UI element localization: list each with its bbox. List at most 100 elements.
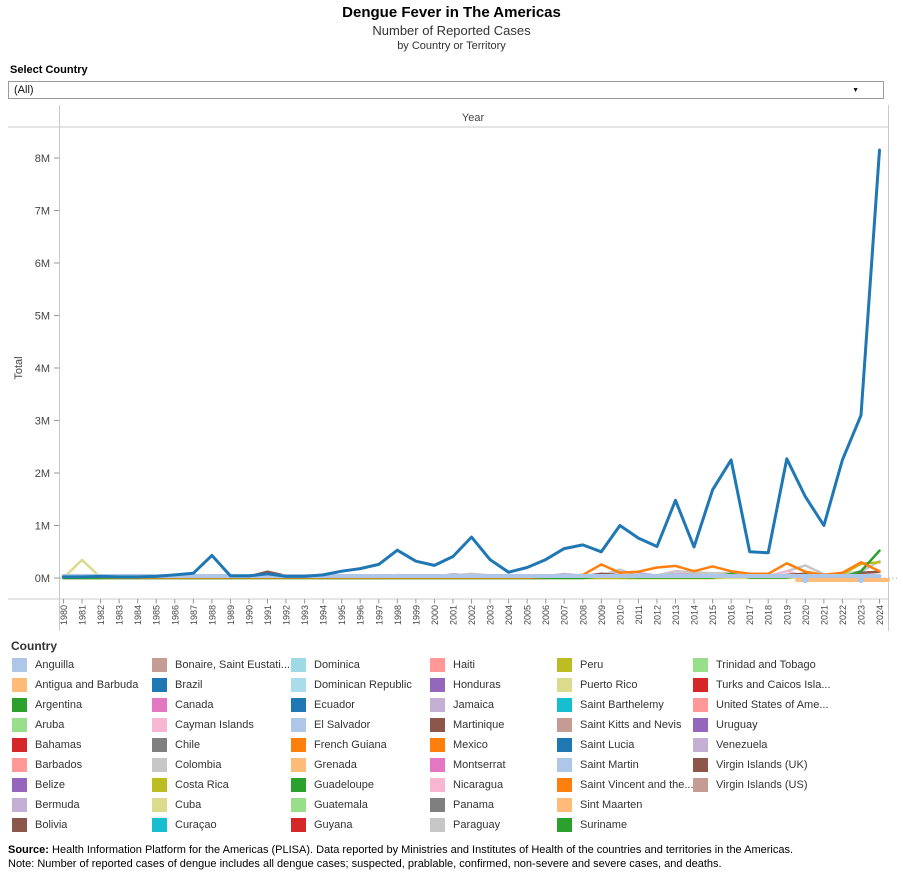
legend-item-peru[interactable]: Peru [557,655,694,675]
legend-item-antigua-and-barbuda[interactable]: Antigua and Barbuda [12,675,138,695]
legend-label: Bonaire, Saint Eustati... [175,659,290,671]
legend-swatch-icon [291,758,306,772]
x-tick-label: 2001 [448,605,458,625]
legend-item-montserrat[interactable]: Montserrat [430,755,506,775]
legend-item-turks-and-caicos-isla[interactable]: Turks and Caicos Isla... [693,675,831,695]
legend-item-jamaica[interactable]: Jamaica [430,695,506,715]
legend-label: Uruguay [716,719,758,731]
legend-item-argentina[interactable]: Argentina [12,695,138,715]
legend-label: Cayman Islands [175,719,254,731]
legend-column-6: Trinidad and Tobago Turks and Caicos Isla… [693,655,831,795]
page-title: Dengue Fever in The Americas [342,4,561,21]
legend-swatch-icon [557,818,572,832]
source-text: Health Information Platform for the Amer… [48,844,794,856]
legend-item-guatemala[interactable]: Guatemala [291,795,412,815]
legend-label: Bahamas [35,739,82,751]
legend-item-paraguay[interactable]: Paraguay [430,815,506,835]
legend-item-sint-maarten[interactable]: Sint Maarten [557,795,694,815]
legend-item-guyana[interactable]: Guyana [291,815,412,835]
legend-item-trinidad-and-tobago[interactable]: Trinidad and Tobago [693,655,831,675]
zero-marker-2023[interactable] [857,576,865,583]
legend-item-cayman-islands[interactable]: Cayman Islands [152,715,290,735]
legend-swatch-icon [557,698,572,712]
header: Dengue Fever in The Americas Number of R… [0,4,903,53]
x-tick-label: 1999 [411,605,421,625]
legend-item-chile[interactable]: Chile [152,735,290,755]
legend-swatch-icon [12,778,27,792]
legend-item-panama[interactable]: Panama [430,795,506,815]
legend-item-martinique[interactable]: Martinique [430,715,506,735]
legend-item-el-salvador[interactable]: El Salvador [291,715,412,735]
legend-label: Dominican Republic [314,679,412,691]
legend-item-virgin-islands-us[interactable]: Virgin Islands (US) [693,775,831,795]
legend-item-costa-rica[interactable]: Costa Rica [152,775,290,795]
dengue-line-chart: Year Total 0M 1M 2M 3M 4M 5M 6M 7M 8M 1980 1981 1982 1… [8,105,897,631]
legend-item-haiti[interactable]: Haiti [430,655,506,675]
series-line-brazil[interactable] [62,148,881,579]
legend-item-suriname[interactable]: Suriname [557,815,694,835]
legend-column-1: Anguilla Antigua and Barbuda Argentina Arub… [12,655,138,835]
legend-item-canada[interactable]: Canada [152,695,290,715]
legend-label: Ecuador [314,699,355,711]
x-tick-label: 2008 [578,605,588,625]
zero-marker-2020[interactable] [801,576,809,583]
legend-item-saint-lucia[interactable]: Saint Lucia [557,735,694,755]
x-tick-label: 2022 [838,605,848,625]
legend-item-cura-ao[interactable]: Curaçao [152,815,290,835]
legend-label: Venezuela [716,739,768,751]
legend-label: Canada [175,699,214,711]
legend-label: Montserrat [453,759,506,771]
legend-item-bolivia[interactable]: Bolivia [12,815,138,835]
legend-item-french-guiana[interactable]: French Guiana [291,735,412,755]
legend-swatch-icon [430,758,445,772]
legend-item-ecuador[interactable]: Ecuador [291,695,412,715]
legend-item-saint-martin[interactable]: Saint Martin [557,755,694,775]
legend-label: Saint Martin [580,759,639,771]
legend-item-bahamas[interactable]: Bahamas [12,735,138,755]
legend-item-belize[interactable]: Belize [12,775,138,795]
legend-item-united-states-of-ame[interactable]: United States of Ame... [693,695,831,715]
x-tick-label: 2003 [486,605,496,625]
legend-item-puerto-rico[interactable]: Puerto Rico [557,675,694,695]
legend-item-nicaragua[interactable]: Nicaragua [430,775,506,795]
x-tick-label: 2015 [708,605,718,625]
legend-item-bermuda[interactable]: Bermuda [12,795,138,815]
legend-swatch-icon [152,658,167,672]
legend-swatch-icon [291,678,306,692]
legend-item-guadeloupe[interactable]: Guadeloupe [291,775,412,795]
legend-item-bonaire-saint-eustati[interactable]: Bonaire, Saint Eustati... [152,655,290,675]
legend-column-4: Haiti Honduras Jamaica Martinique Mexico Mont… [430,655,506,835]
legend-label: Colombia [175,759,222,771]
legend-item-dominica[interactable]: Dominica [291,655,412,675]
legend-item-honduras[interactable]: Honduras [430,675,506,695]
legend-item-virgin-islands-uk[interactable]: Virgin Islands (UK) [693,755,831,775]
legend-swatch-icon [291,658,306,672]
legend-swatch-icon [693,778,708,792]
legend-item-barbados[interactable]: Barbados [12,755,138,775]
legend-item-saint-barthelemy[interactable]: Saint Barthelemy [557,695,694,715]
legend-swatch-icon [12,718,27,732]
legend-item-cuba[interactable]: Cuba [152,795,290,815]
x-tick-label: 2023 [856,605,866,625]
legend-item-grenada[interactable]: Grenada [291,755,412,775]
legend-label: Honduras [453,679,501,691]
legend-label: El Salvador [314,719,371,731]
legend-swatch-icon [693,658,708,672]
legend-item-brazil[interactable]: Brazil [152,675,290,695]
legend-item-uruguay[interactable]: Uruguay [693,715,831,735]
legend-item-mexico[interactable]: Mexico [430,735,506,755]
legend-item-aruba[interactable]: Aruba [12,715,138,735]
legend-swatch-icon [693,698,708,712]
legend-item-saint-kitts-and-nevis[interactable]: Saint Kitts and Nevis [557,715,694,735]
legend-item-venezuela[interactable]: Venezuela [693,735,831,755]
legend-item-dominican-republic[interactable]: Dominican Republic [291,675,412,695]
legend-swatch-icon [430,778,445,792]
legend-label: Saint Barthelemy [580,699,664,711]
legend-item-saint-vincent-and-the[interactable]: Saint Vincent and the... [557,775,694,795]
country-dropdown-value: (All) [14,84,34,96]
country-dropdown[interactable]: (All) ▼ [8,81,884,99]
legend-label: Paraguay [453,819,501,831]
legend-item-colombia[interactable]: Colombia [152,755,290,775]
legend-item-anguilla[interactable]: Anguilla [12,655,138,675]
legend-swatch-icon [12,818,27,832]
